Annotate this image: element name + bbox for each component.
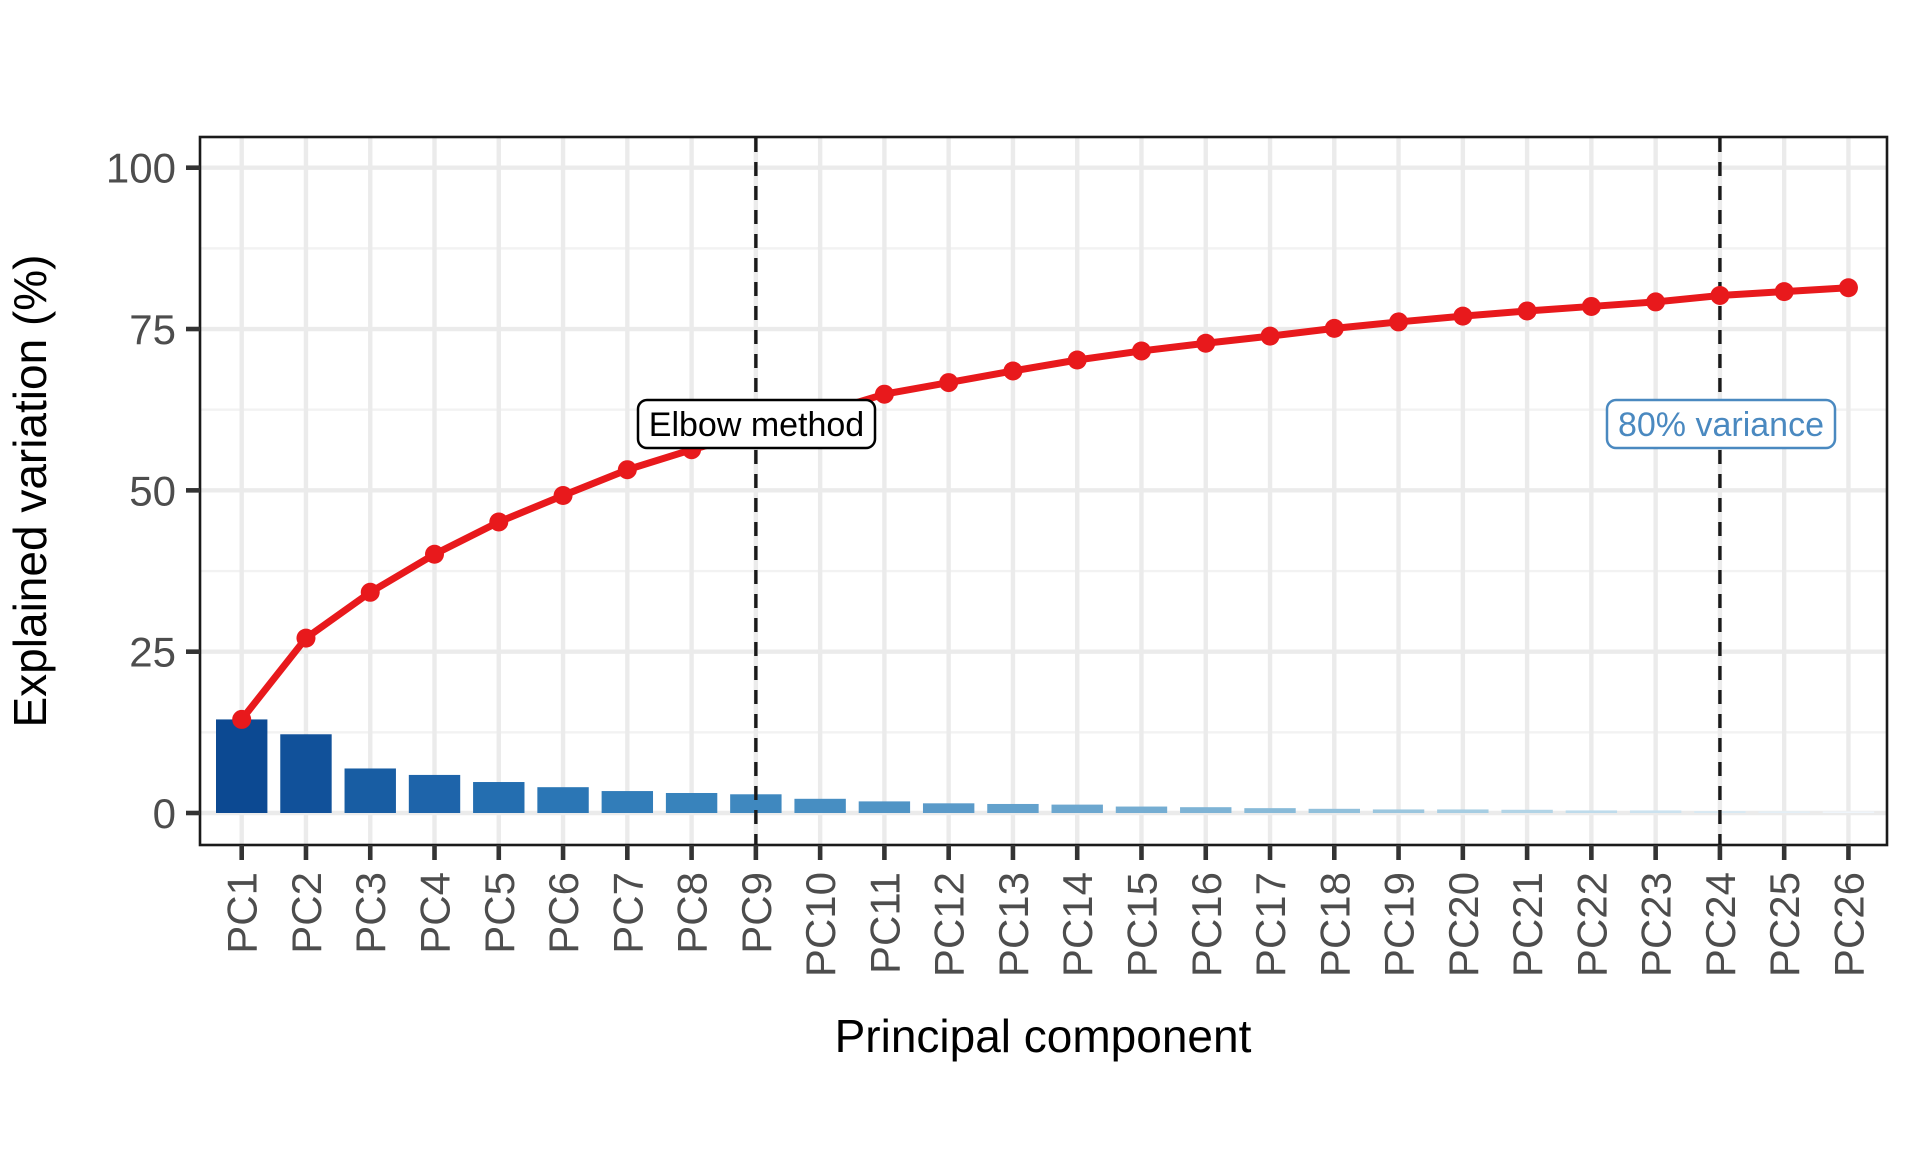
variance80-annotation-box xyxy=(1605,398,1837,450)
x-tick-label-PC6: PC6 xyxy=(540,872,587,954)
cumulative-point-PC18 xyxy=(1324,318,1344,338)
bar-PC7 xyxy=(601,791,654,813)
x-tick-label-PC10: PC10 xyxy=(797,872,844,977)
cumulative-point-PC6 xyxy=(553,486,573,506)
bar-PC16 xyxy=(1180,807,1232,813)
bar-PC25 xyxy=(1758,811,1810,813)
x-tick-label-PC18: PC18 xyxy=(1311,872,1358,977)
cumulative-point-PC21 xyxy=(1517,301,1537,321)
elbow-annotation-label: Elbow method xyxy=(649,406,864,444)
y-tick-label-0: 0 xyxy=(153,790,176,837)
x-tick-label-PC22: PC22 xyxy=(1568,872,1615,977)
x-tick-label-PC26: PC26 xyxy=(1825,872,1872,977)
cumulative-point-PC4 xyxy=(425,544,445,564)
bar-PC3 xyxy=(344,768,396,813)
x-tick-label-PC25: PC25 xyxy=(1761,872,1808,977)
y-axis-tick-labels: 0 25 50 75 100 xyxy=(106,145,176,837)
x-tick-label-PC16: PC16 xyxy=(1183,872,1230,977)
bar-PC13 xyxy=(987,803,1039,813)
x-tick-label-PC15: PC15 xyxy=(1118,872,1165,977)
bar-PC5 xyxy=(473,782,525,813)
bar-PC8 xyxy=(665,792,718,813)
x-tick-label-PC4: PC4 xyxy=(412,872,459,954)
x-tick-label-PC9: PC9 xyxy=(733,872,780,954)
cumulative-point-PC14 xyxy=(1067,350,1087,370)
x-tick-label-PC7: PC7 xyxy=(604,872,651,954)
bar-PC4 xyxy=(408,774,461,813)
x-tick-label-PC13: PC13 xyxy=(990,872,1037,977)
cumulative-point-PC23 xyxy=(1646,292,1666,312)
y-axis-title: Explained variation (%) xyxy=(4,254,56,727)
cumulative-point-PC25 xyxy=(1774,282,1794,302)
x-axis-title: Principal component xyxy=(835,1010,1252,1062)
x-tick-label-PC2: PC2 xyxy=(283,872,330,954)
variance80-annotation: 80% variance xyxy=(1605,398,1837,450)
x-tick-label-PC8: PC8 xyxy=(669,872,716,954)
x-tick-label-PC1: PC1 xyxy=(219,872,266,954)
bar-PC12 xyxy=(922,803,975,813)
cumulative-point-PC2 xyxy=(296,628,316,648)
bar-PC1 xyxy=(216,719,268,813)
y-axis-ticks xyxy=(186,165,200,816)
cumulative-line xyxy=(238,284,1852,723)
x-tick-label-PC5: PC5 xyxy=(476,872,523,954)
grid-minor-lines xyxy=(200,247,1887,734)
bar-PC22 xyxy=(1565,810,1618,813)
cumulative-point-PC26 xyxy=(1838,278,1858,298)
bar-PC10 xyxy=(794,798,846,813)
cumulative-point-PC13 xyxy=(1003,361,1023,381)
y-tick-label-50: 50 xyxy=(129,467,176,514)
x-axis-ticks xyxy=(239,845,1851,860)
cumulative-point-PC3 xyxy=(360,582,380,602)
elbow-annotation-box xyxy=(636,398,877,450)
bars-group xyxy=(216,719,1875,813)
x-tick-label-PC17: PC17 xyxy=(1247,872,1294,977)
grid-major-lines xyxy=(200,137,1887,845)
x-tick-label-PC24: PC24 xyxy=(1697,872,1744,977)
cumulative-line-group xyxy=(232,278,1858,729)
bar-PC14 xyxy=(1051,804,1103,813)
bar-PC11 xyxy=(858,801,911,813)
cumulative-point-PC20 xyxy=(1453,306,1473,326)
x-axis-tick-labels: PC1 PC2 PC3 PC4 PC5 PC6 PC7 PC8 PC9 PC10 PC11 PC12 P… xyxy=(219,872,1873,977)
x-tick-label-PC3: PC3 xyxy=(347,872,394,954)
bar-PC26 xyxy=(1822,811,1875,813)
x-tick-label-PC20: PC20 xyxy=(1440,872,1487,977)
cumulative-point-PC16 xyxy=(1196,333,1216,353)
x-tick-label-PC23: PC23 xyxy=(1633,872,1680,977)
cumulative-point-PC12 xyxy=(939,373,959,393)
y-tick-label-75: 75 xyxy=(129,306,176,353)
x-tick-label-PC11: PC11 xyxy=(861,872,908,974)
cumulative-point-PC17 xyxy=(1260,326,1280,346)
bar-PC18 xyxy=(1308,808,1360,813)
cumulative-point-PC19 xyxy=(1389,312,1409,332)
x-tick-label-PC21: PC21 xyxy=(1504,872,1551,977)
variance80-annotation-label: 80% variance xyxy=(1618,406,1824,444)
elbow-annotation: Elbow method xyxy=(636,398,877,450)
bar-PC15 xyxy=(1115,806,1168,813)
bar-PC21 xyxy=(1501,809,1553,813)
x-tick-label-PC19: PC19 xyxy=(1376,872,1423,977)
cumulative-point-PC1 xyxy=(232,709,252,729)
bar-PC2 xyxy=(280,734,332,813)
bar-PC9 xyxy=(730,794,782,813)
x-tick-label-PC14: PC14 xyxy=(1054,872,1101,977)
y-tick-label-100: 100 xyxy=(106,145,176,192)
bar-PC17 xyxy=(1244,808,1296,813)
bar-PC20 xyxy=(1437,809,1489,813)
cumulative-point-PC5 xyxy=(489,512,509,532)
bar-PC23 xyxy=(1629,810,1682,813)
cumulative-point-PC22 xyxy=(1581,296,1601,316)
bar-PC6 xyxy=(537,787,589,813)
x-tick-label-PC12: PC12 xyxy=(926,872,973,977)
bar-PC19 xyxy=(1372,809,1425,813)
threshold-dashed-lines xyxy=(754,138,1722,844)
cumulative-point-PC11 xyxy=(874,384,894,404)
cumulative-point-PC15 xyxy=(1131,341,1151,361)
y-tick-label-25: 25 xyxy=(129,629,176,676)
cumulative-point-PC7 xyxy=(617,460,637,480)
cumulative-point-PC24 xyxy=(1710,285,1730,305)
